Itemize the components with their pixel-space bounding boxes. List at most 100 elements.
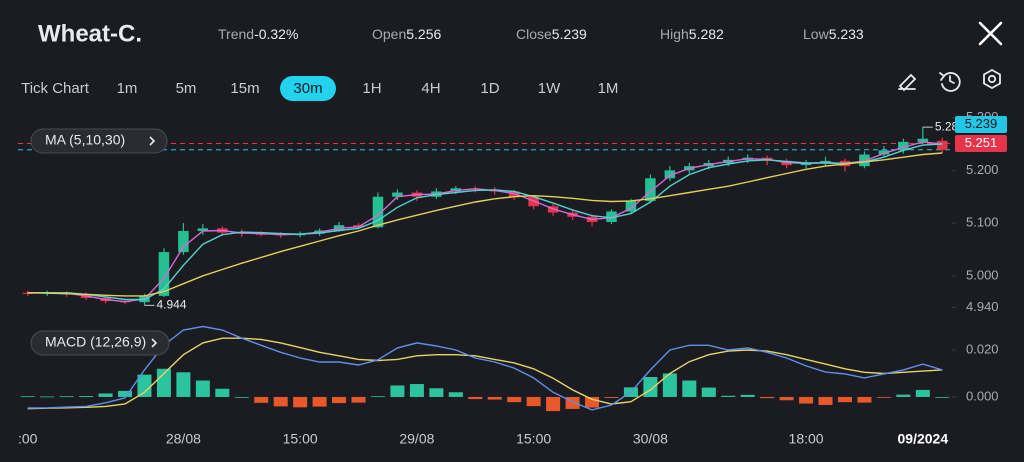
- stat: Low5.233: [803, 26, 864, 42]
- price-tag: [955, 115, 1007, 133]
- candle-body: [917, 138, 929, 142]
- macd-histogram-bar: [370, 396, 385, 398]
- candle-body: [937, 140, 948, 150]
- gear-icon: [983, 68, 1001, 90]
- macd-histogram-bar: [409, 384, 424, 397]
- candle-body: [606, 211, 617, 223]
- price-tag: [955, 134, 1007, 152]
- price-tag-label: 5.251: [965, 135, 998, 150]
- x-tick-label: 18:00: [789, 431, 824, 447]
- macd-histogram-bar: [876, 396, 891, 398]
- macd-histogram-bar: [79, 396, 94, 397]
- stat-label: Close: [516, 26, 552, 42]
- candle-body: [625, 200, 637, 212]
- macd-histogram-bar: [565, 396, 580, 409]
- candle-body: [372, 196, 384, 228]
- macd-histogram-bar: [896, 394, 911, 397]
- x-tick-label: :00: [18, 431, 38, 447]
- timeframe-tab[interactable]: 1M: [598, 80, 619, 97]
- timeframe-tab[interactable]: 1D: [480, 80, 499, 97]
- macd-histogram-bar: [935, 396, 950, 398]
- x-tick-label: 29/08: [399, 431, 434, 447]
- macd-histogram-bar: [721, 395, 736, 397]
- macd-histogram-bar: [195, 380, 210, 397]
- timeframe-tab[interactable]: 1H: [362, 80, 381, 97]
- macd-histogram-bar: [156, 368, 171, 397]
- y-tick-label: 0.000: [966, 388, 999, 403]
- moving-average-line: [27, 143, 943, 301]
- price-tag-label: 5.239: [965, 116, 998, 131]
- candle-body: [645, 178, 656, 201]
- settings-tool[interactable]: [983, 68, 1001, 90]
- x-tick-label: 30/08: [633, 431, 668, 447]
- stat-label: Trend: [218, 26, 254, 42]
- macd-histogram-bar: [429, 388, 444, 397]
- legend-box[interactable]: [30, 330, 170, 356]
- macd-histogram-bar: [448, 392, 463, 397]
- macd-histogram-bar: [857, 396, 872, 403]
- candle-body: [197, 228, 209, 231]
- y-tick-label: 0.020: [966, 341, 999, 356]
- low-label: 4.944: [156, 298, 186, 312]
- candle-body: [392, 192, 403, 197]
- macd-dea-line: [27, 337, 943, 410]
- timeframe-tab[interactable]: 5m: [176, 80, 197, 97]
- macd-histogram-bar: [59, 396, 74, 398]
- macd-histogram-bar: [487, 396, 502, 400]
- macd-histogram-bar: [176, 372, 191, 397]
- stat: Close5.239: [516, 26, 587, 42]
- stat-label: High: [660, 26, 689, 42]
- stat: Trend-0.32%: [218, 26, 298, 42]
- macd-histogram-bar: [837, 396, 852, 403]
- macd-histogram-bar: [546, 396, 561, 412]
- stat: Open5.256: [372, 26, 441, 42]
- timeframe-tab[interactable]: 30m: [293, 80, 322, 97]
- candle-body: [664, 170, 676, 179]
- macd-histogram-bar: [137, 374, 152, 397]
- macd-histogram-bar: [799, 396, 814, 404]
- timeframe-tab[interactable]: 15m: [230, 80, 259, 97]
- candle-body: [878, 150, 890, 155]
- legend-box[interactable]: [30, 128, 168, 154]
- stat-label: Open: [372, 26, 406, 42]
- moving-average-line: [27, 152, 943, 297]
- macd-histogram-bar: [118, 390, 133, 397]
- timeframe-tab[interactable]: 4H: [421, 80, 440, 97]
- legend-chevron: [149, 136, 156, 146]
- macd-histogram-bar: [818, 396, 833, 405]
- macd-histogram-bar: [332, 396, 347, 404]
- close-button[interactable]: [978, 21, 1003, 46]
- clock-icon: [941, 72, 961, 92]
- macd-histogram-bar: [293, 396, 308, 408]
- candle-body: [158, 252, 170, 296]
- macd-histogram-bar: [254, 396, 269, 403]
- macd-histogram-bar: [585, 396, 600, 408]
- x-tick-label: 15:00: [283, 431, 318, 447]
- stat-value: -0.32%: [254, 26, 298, 42]
- x-tick-label: 28/08: [166, 431, 201, 447]
- candle-body: [178, 231, 189, 253]
- macd-histogram-bar: [215, 388, 230, 397]
- macd-histogram-bar: [682, 380, 697, 397]
- macd-histogram-bar: [701, 387, 716, 397]
- macd-histogram-bar: [351, 396, 366, 403]
- instrument-title: Wheat-C.: [38, 20, 142, 47]
- macd-histogram-bar: [915, 389, 930, 397]
- timeframe-tab[interactable]: Tick Chart: [21, 80, 90, 97]
- stat-value: 5.282: [689, 26, 724, 42]
- macd-histogram-bar: [643, 376, 658, 397]
- timeframe-tab[interactable]: 1W: [538, 80, 561, 97]
- macd-dif-line: [27, 325, 943, 411]
- macd-histogram-bar: [390, 385, 405, 397]
- stat-label: Low: [803, 26, 830, 42]
- price-panel: [18, 127, 952, 306]
- draw-tool[interactable]: [898, 73, 917, 92]
- reset-tool[interactable]: [939, 72, 961, 92]
- timeframe-tab[interactable]: 1m: [117, 80, 138, 97]
- macd-histogram-bar: [98, 393, 113, 397]
- macd-histogram-bar: [526, 396, 541, 407]
- macd-panel: [20, 325, 950, 412]
- x-tick-label: 15:00: [516, 431, 551, 447]
